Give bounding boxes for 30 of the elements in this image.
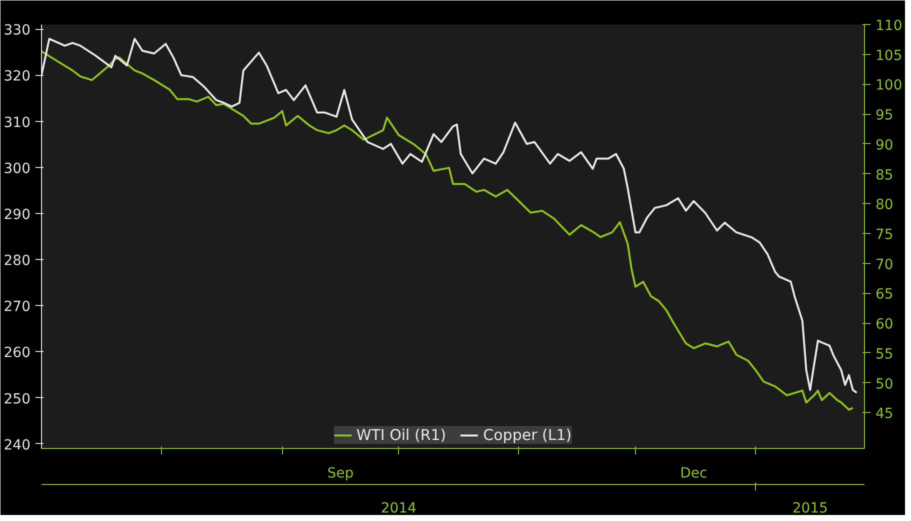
y2-tick-label: 55 [876,346,894,362]
y-tick-label: 270 [4,299,31,316]
legend-label: WTI Oil (R1) [356,426,446,444]
y-tick-label: 280 [4,253,31,270]
x2-tick-label: 2014 [380,500,417,516]
y2-tick-label: 100 [876,78,902,94]
y-tick-label: 250 [4,391,31,408]
y-tick-label: 240 [4,437,31,454]
y2-tick-label: 60 [876,316,894,333]
x2-tick-label: 2015 [792,500,828,516]
legend-label: Copper (L1) [483,426,572,444]
y-tick-label: 260 [4,345,31,362]
x-tick-label: Dec [680,466,708,482]
y2-tick-label: 105 [876,48,902,64]
y2-tick-label: 85 [876,167,894,184]
y-tick-label: 320 [4,68,31,85]
y2-tick-label: 50 [876,376,894,392]
y2-tick-label: 95 [876,108,894,124]
y2-tick-label: 70 [876,256,894,273]
y-tick-label: 290 [4,206,31,223]
y2-tick-label: 80 [876,197,894,214]
y2-tick-label: 110 [876,18,902,34]
y2-tick-label: 90 [876,137,894,154]
y-tick-label: 330 [4,22,31,39]
y2-tick-label: 75 [876,227,894,244]
x-tick-label: Sep [327,466,354,482]
y2-tick-label: 65 [876,286,894,303]
y-tick-label: 310 [4,114,31,131]
y-tick-label: 300 [4,160,31,177]
y2-tick-label: 45 [876,406,894,422]
